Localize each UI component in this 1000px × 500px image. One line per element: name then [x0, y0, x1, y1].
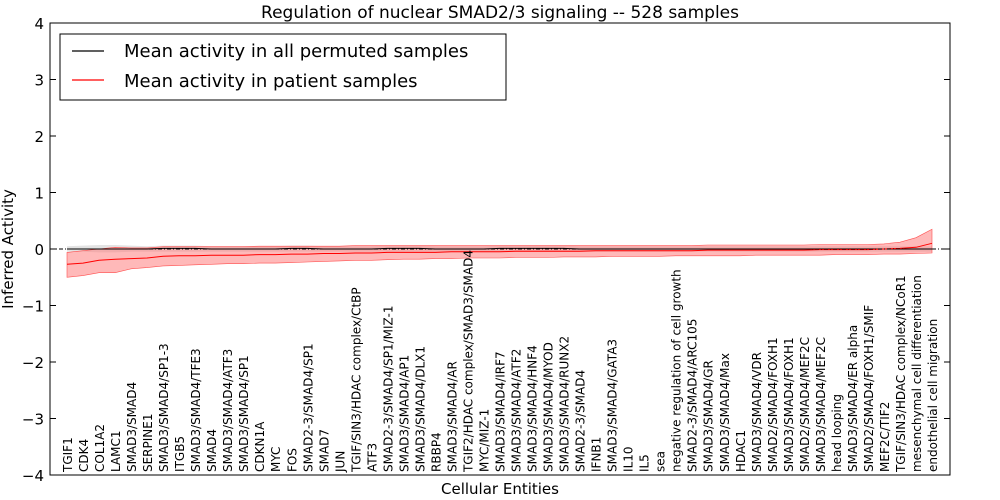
x-tick-label: SMAD3/SMAD4/IRF7: [494, 351, 508, 472]
x-tick-label: IFNB1: [590, 437, 604, 472]
x-tick-label: CDKN1A: [253, 421, 267, 472]
legend-label-permuted: Mean activity in all permuted samples: [124, 41, 468, 62]
x-tick-label: SMAD3/SMAD4/MYOD: [542, 342, 556, 472]
x-tick-label: IL5: [638, 454, 652, 472]
x-tick-label: SMAD3/SMAD4/Max: [718, 353, 732, 472]
x-tick-label: SMAD3/SMAD4: [125, 382, 139, 472]
x-tick-label: SMAD3/SMAD4/ER alpha: [846, 325, 860, 472]
x-tick-label: SMAD2-3/SMAD4/SP1/MIZ-1: [381, 305, 395, 472]
x-tick-label: FOS: [285, 448, 299, 472]
x-tick-label: ATF3: [365, 443, 379, 472]
x-tick-label: endothelial cell migration: [926, 319, 940, 472]
x-tick-label: TGIF1: [61, 437, 75, 473]
x-tick-label: TGIF/SIN3/HDAC complex/NCoR1: [894, 275, 908, 473]
x-tick-label: SMAD3/SMAD4/HNF4: [526, 345, 540, 472]
confidence-bands: [66, 228, 933, 278]
x-tick-label: negative regulation of cell growth: [670, 269, 684, 472]
x-tick-label: TGIF/SIN3/HDAC complex/CtBP: [349, 287, 363, 473]
legend-box: [59, 33, 507, 101]
y-tick-label: −1: [22, 298, 44, 316]
x-tick-label: MYC/MIZ-1: [478, 409, 492, 472]
x-tick-label: mesenchymal cell differentiation: [910, 275, 924, 472]
x-tick-label: SMAD3/SMAD4/MEF2C: [814, 337, 828, 472]
x-tick-label: RBBP4: [429, 432, 443, 472]
x-tick-label: SMAD3/SMAD4/AR: [445, 361, 459, 472]
line-permuted: [67, 247, 932, 250]
x-tick-label: SMAD3/SMAD4/SP1-3: [157, 343, 171, 472]
x-tick-label: ITGB5: [173, 436, 187, 472]
series-lines: [66, 242, 933, 265]
x-tick-label: SMAD3/SMAD4/DLX1: [413, 346, 427, 472]
band-patient: [66, 228, 933, 278]
x-axis-tick-labels: TGIF1 CDK4 COL1A2 LAMC1 SMAD3/SMAD4 SERPINE1 S…: [61, 250, 940, 473]
x-tick-label: SMAD3/SMAD4/GATA3: [606, 339, 620, 472]
y-tick-label: 1: [34, 185, 44, 203]
x-tick-label: SMAD3/SMAD4/ATF2: [510, 349, 524, 472]
x-tick-label: CDK4: [77, 439, 91, 472]
x-tick-label: SMAD2-3/SMAD4: [574, 370, 588, 472]
x-tick-label: SMAD3/SMAD4/TFE3: [189, 348, 203, 472]
x-tick-label: IL10: [622, 446, 636, 472]
x-tick-label: SMAD3/SMAD4/GR: [702, 360, 716, 472]
line-patient: [66, 242, 933, 265]
y-axis-label: Inferred Activity: [0, 189, 17, 309]
y-tick-label: 4: [34, 15, 44, 33]
y-tick-label: 3: [34, 72, 44, 90]
x-tick-label: SMAD2-3/SMAD4/SP1: [301, 343, 315, 472]
x-tick-label: SMAD2/SMAD4/FOXH1: [766, 337, 780, 472]
x-tick-label: SMAD2-3/SMAD4/ARC105: [686, 319, 700, 472]
x-tick-label: SMAD2/SMAD4/FOXH1/SMIF: [862, 305, 876, 472]
x-tick-label: SMAD3/SMAD4/SP1: [237, 355, 251, 472]
x-tick-label: COL1A2: [93, 424, 107, 472]
legend-label-patient: Mean activity in patient samples: [124, 71, 418, 92]
x-tick-label: MEF2C/TIF2: [878, 402, 892, 472]
y-tick-label: −2: [22, 354, 44, 372]
x-tick-label: SMAD2/SMAD4/MEF2C: [798, 337, 812, 472]
x-tick-label: SMAD3/SMAD4/ATF3: [221, 349, 235, 472]
x-axis-label: Cellular Entities: [441, 480, 559, 498]
x-tick-label: TGIF2/HDAC complex/SMAD3/SMAD4: [462, 250, 476, 473]
chart-title: Regulation of nuclear SMAD2/3 signaling …: [261, 3, 739, 23]
x-tick-label: SMAD4: [205, 429, 219, 472]
x-tick-label: sea: [654, 451, 668, 472]
x-tick-label: MYC: [269, 447, 283, 472]
y-axis-ticks: −4 −3 −2 −1 0 1 2 3 4: [22, 15, 950, 485]
legend: Mean activity in all permuted samples Me…: [59, 33, 507, 101]
x-tick-label: SMAD7: [317, 429, 331, 472]
x-tick-label: SERPINE1: [141, 413, 155, 472]
y-tick-label: 0: [34, 241, 44, 259]
x-tick-label: head looping: [830, 394, 844, 472]
x-tick-label: SMAD3/SMAD4/RUNX2: [558, 336, 572, 472]
y-tick-label: 2: [34, 128, 44, 146]
x-tick-label: SMAD3/SMAD4/VDR: [750, 352, 764, 472]
y-tick-label: −4: [22, 467, 44, 485]
y-tick-label: −3: [22, 411, 44, 429]
x-tick-label: LAMC1: [109, 430, 123, 472]
x-tick-label: SMAD3/SMAD4/AP1: [397, 355, 411, 472]
x-tick-label: JUN: [333, 451, 347, 473]
x-tick-label: HDAC1: [734, 430, 748, 472]
x-tick-label: SMAD3/SMAD4/FOXH1: [782, 337, 796, 472]
